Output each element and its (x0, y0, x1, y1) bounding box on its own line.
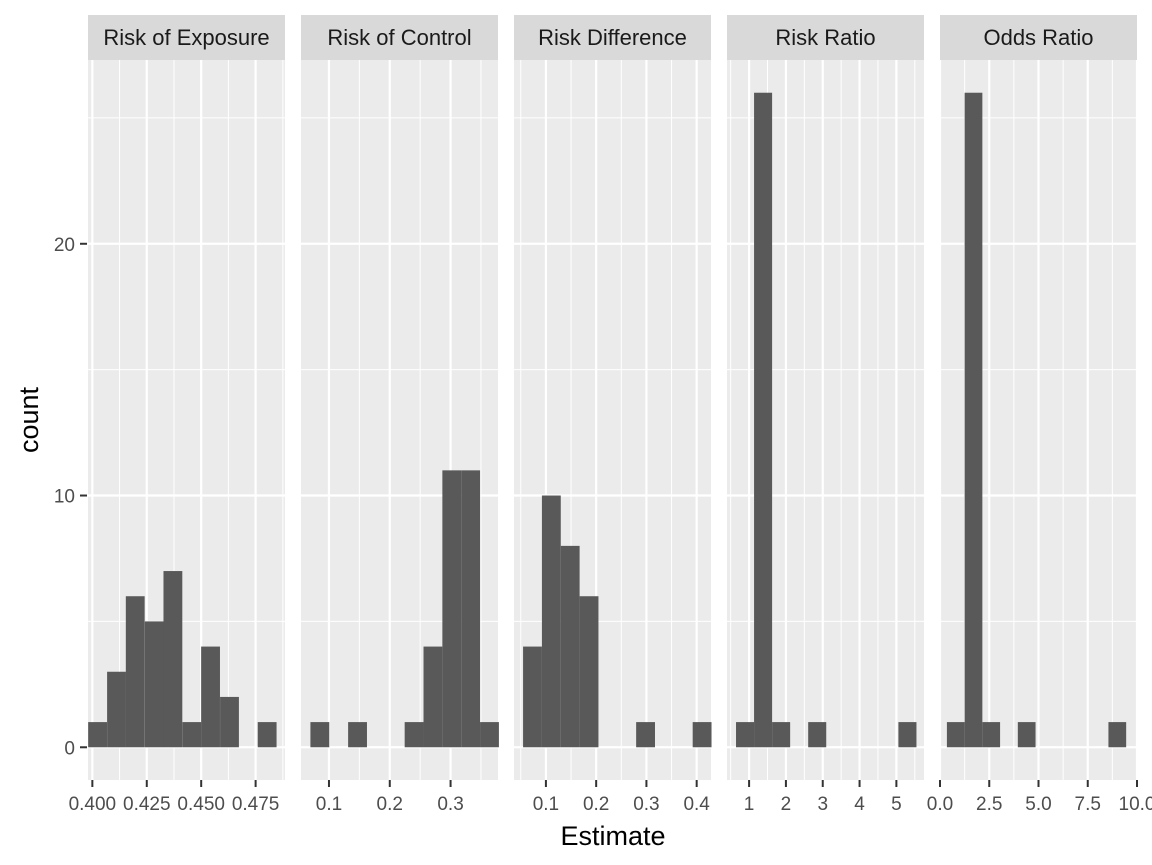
x-tick-label: 0.2 (583, 794, 609, 815)
histogram-bar (404, 722, 424, 748)
x-tick-label: 10.0 (1119, 794, 1152, 815)
y-tick-label: 0 (64, 738, 75, 759)
facet-strip (514, 15, 711, 60)
histogram-bar (144, 621, 164, 748)
x-tick-label: 0.400 (69, 794, 117, 815)
histogram-bar (982, 722, 1001, 748)
x-tick-label: 4 (854, 794, 865, 815)
histogram-bar (442, 470, 462, 748)
y-tick-label: 20 (54, 235, 75, 256)
histogram-bar (257, 722, 277, 748)
histogram-bar (946, 722, 965, 748)
facet-strip-label: Odds Ratio (983, 25, 1093, 50)
histogram-bar (201, 646, 220, 748)
x-tick-label: 5.0 (1025, 794, 1051, 815)
facet-strip (301, 15, 498, 60)
histogram-bar (310, 722, 330, 748)
facet-panel: Odds Ratio 0.0 2.5 5.0 7.5 10.0 (927, 15, 1152, 815)
facet-panel: Risk Difference 0.1 0.2 0.3 0.4 (514, 15, 712, 815)
facet-panel: Risk of Exposure 0.400 0.425 0.450 0.475 (69, 15, 285, 815)
y-tick-label: 10 (54, 487, 75, 508)
facet-panel: Risk of Control 0.1 0.2 0.3 (301, 15, 499, 815)
histogram-bar (898, 722, 917, 748)
histogram-bar (480, 722, 499, 748)
x-axis-title: Estimate (560, 821, 665, 851)
histogram-bar (163, 571, 183, 748)
histogram-bar (423, 646, 443, 748)
histogram-bar (220, 696, 239, 748)
panel-background (88, 60, 285, 780)
y-axis-title: count (14, 386, 44, 453)
histogram-bar (636, 722, 655, 748)
x-tick-label: 0.425 (123, 794, 171, 815)
histogram-bar (125, 596, 145, 748)
facet-strip (727, 15, 924, 60)
histogram-bar (772, 722, 791, 748)
x-tick-label: 0.1 (316, 794, 342, 815)
x-tick-label: 0.3 (437, 794, 463, 815)
facet-strip (88, 15, 285, 60)
x-tick-label: 7.5 (1075, 794, 1101, 815)
histogram-bar (1017, 722, 1036, 748)
histogram-bar (107, 671, 126, 748)
histogram-bar (964, 92, 983, 748)
x-tick-label: 0.3 (633, 794, 659, 815)
x-tick-label: 0.0 (927, 794, 953, 815)
facet-panel: Risk Ratio 1 2 3 4 5 (727, 15, 924, 815)
x-tick-label: 2.5 (976, 794, 1002, 815)
x-tick-label: 0.4 (683, 794, 710, 815)
histogram-bar (523, 646, 542, 748)
histogram-bar (1108, 722, 1127, 748)
facet-strip (940, 15, 1137, 60)
facet-strip-label: Risk of Exposure (103, 25, 269, 50)
x-tick-label: 1 (744, 794, 755, 815)
histogram-bar (461, 470, 481, 748)
x-tick-label: 3 (817, 794, 828, 815)
histogram-bar (541, 495, 561, 748)
histogram-bar (560, 545, 580, 748)
x-tick-label: 5 (891, 794, 902, 815)
y-axis: 0 10 20 (54, 235, 87, 759)
x-tick-label: 0.1 (533, 794, 559, 815)
x-tick-label: 0.2 (377, 794, 403, 815)
histogram-bar (88, 722, 107, 748)
facet-strip-label: Risk Difference (538, 25, 687, 50)
x-tick-label: 2 (781, 794, 792, 815)
histogram-bar (808, 722, 827, 748)
histogram-bar (736, 722, 755, 748)
histogram-bar (692, 722, 712, 748)
facet-strip-label: Risk of Control (327, 25, 471, 50)
facet-strip-label: Risk Ratio (775, 25, 875, 50)
histogram-bar (579, 596, 599, 748)
histogram-bar (182, 722, 202, 748)
x-tick-label: 0.450 (177, 794, 225, 815)
x-tick-label: 0.475 (232, 794, 280, 815)
histogram-bar (348, 722, 367, 748)
histogram-bar (754, 92, 773, 748)
